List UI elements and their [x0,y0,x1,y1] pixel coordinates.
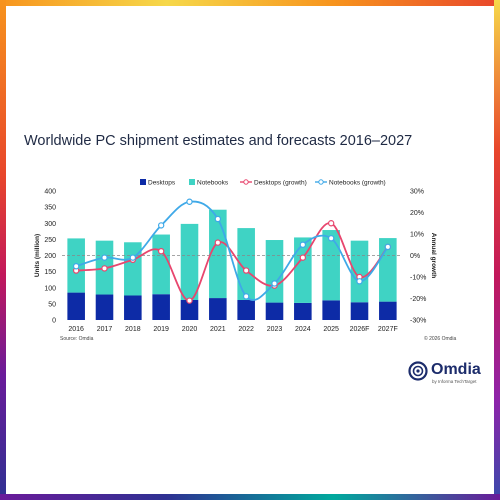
desktops-growth-point [214,239,222,246]
desktops-growth-point [242,267,250,274]
notebooks-growth-point [384,243,392,251]
x-tick-label: 2024 [295,326,311,333]
y-axis-title: Units (million) [34,234,41,277]
y-tick-label: 150 [44,269,56,276]
bar-notebooks [237,228,255,301]
bar-desktops [95,294,114,320]
legend-notebooks-growth-swatch-marker [318,179,324,185]
y-tick-label: 250 [44,237,56,244]
bar-desktops [265,302,284,320]
logo-name: Omdia [431,361,481,378]
decorative-frame-bottom [0,494,500,500]
x-tick-label: 2016 [68,326,84,333]
desktops-growth-point [157,247,165,255]
bar-desktops [67,292,85,320]
y-tick-label: 50 [48,301,56,308]
legend-notebooks-swatch [189,179,195,185]
bar-desktops [294,302,312,320]
y2-axis-title: Annual growth [430,233,437,279]
x-tick-label: 2017 [97,326,113,333]
bar-notebooks [265,240,284,303]
notebooks-growth-point [214,215,222,223]
notebooks-growth-point [242,293,250,300]
decorative-frame-right [494,0,500,500]
legend-desktops-growth-label: Desktops (growth) [254,180,307,187]
x-tick-label: 2018 [125,326,141,333]
bar-desktops [322,300,340,320]
x-tick-label: 2022 [238,326,254,333]
x-tick-label: 2023 [267,326,283,333]
y-tick-label: 400 [44,189,56,196]
desktops-growth-point [327,220,335,227]
legend-notebooks-label: Notebooks [197,180,229,187]
y-tick-label: 300 [44,221,56,228]
bar-notebooks [294,237,312,303]
desktops-growth-point [101,265,108,272]
decorative-frame-top [0,0,500,6]
notebooks-growth-point [186,198,193,205]
bar-desktops [209,298,227,320]
y2-tick-label: 20% [410,210,424,217]
logo-tagline: by Informa TechTarget [432,379,477,384]
source-note: Source: Omdia [60,336,94,342]
y2-tick-label: -30% [410,318,426,325]
y-tick-label: 350 [44,205,56,212]
bar-desktops [124,295,142,320]
y2-tick-label: 30% [410,189,424,196]
omdia-logo: Omdia by Informa TechTarget [408,361,498,385]
bar-desktops [152,294,170,320]
notebooks-growth-point [271,280,278,287]
bar-desktops [350,302,369,320]
bar-notebooks [350,240,369,303]
notebooks-growth-point [157,222,165,229]
desktops-growth-point [186,297,193,304]
bar-desktops [180,300,199,320]
notebooks-growth-point [327,235,335,242]
y-tick-label: 0 [52,318,56,325]
x-tick-label: 2027F [378,326,398,333]
desktops-growth-point [299,254,307,261]
legend-desktops-label: Desktops [148,180,176,187]
notebooks-growth-point [356,278,363,285]
y2-tick-label: 0% [410,253,420,260]
y-tick-label: 100 [44,285,56,292]
x-tick-label: 2020 [182,326,198,333]
notebooks-growth-point [72,263,80,270]
bar-desktops [237,300,255,320]
omdia-logo-icon [408,361,428,381]
x-tick-label: 2019 [153,326,169,333]
y-tick-label: 200 [44,253,56,260]
y2-tick-label: 10% [410,232,424,239]
x-tick-label: 2026F [350,326,370,333]
bar-notebooks [322,230,340,301]
legend-notebooks-growth-label: Notebooks (growth) [329,180,386,187]
legend-desktops-swatch [140,179,146,185]
x-tick-label: 2021 [210,326,226,333]
chart-title: Worldwide PC shipment estimates and fore… [24,133,413,149]
notebooks-growth-point [101,254,108,261]
y2-tick-label: -10% [410,275,426,282]
bar-desktops [379,301,397,320]
decorative-frame-left [0,0,6,500]
x-tick-label: 2025 [323,326,339,333]
legend-desktops-growth-swatch-marker [243,179,249,185]
y2-tick-label: -20% [410,296,426,303]
notebooks-growth-point [129,254,137,261]
bar-notebooks [209,209,227,299]
bar-notebooks [180,223,199,301]
bar-notebooks [124,242,142,296]
notebooks-growth-point [299,241,307,248]
copyright-note: © 2026 Omdia [424,336,457,342]
bar-notebooks [152,234,170,295]
